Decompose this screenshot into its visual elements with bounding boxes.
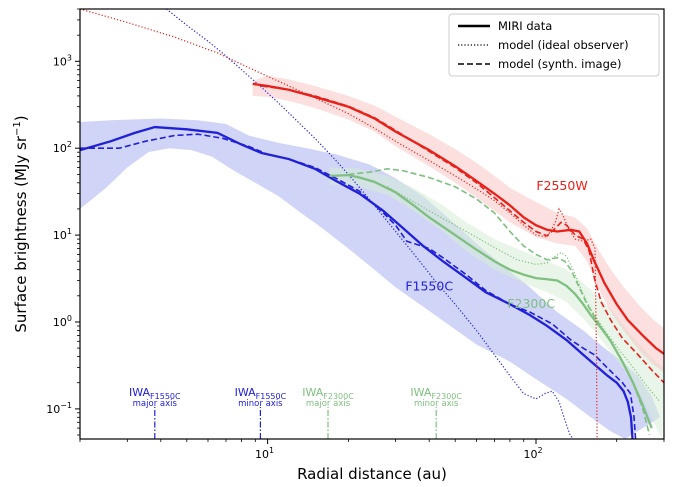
iwa-marker-label-0: IWAF1550C — [129, 386, 181, 401]
series-label-f2300c: F2300C — [507, 296, 555, 311]
y-axis-ticks: 10−1 100 101 102 103 — [46, 8, 80, 436]
series-labels: F1550C F2300C F2550W — [405, 178, 587, 311]
series-label-f2550w: F2550W — [536, 178, 587, 193]
y-tick-label: 101 — [53, 227, 72, 242]
y-tick-label: 100 — [53, 314, 72, 329]
f2300c-model-ideal-line — [387, 186, 661, 403]
x-tick-label: 101 — [255, 446, 274, 461]
legend: MIRI data model (ideal observer) model (… — [448, 13, 660, 77]
series-lines — [80, 9, 664, 439]
uncertainty-bands — [80, 75, 664, 439]
legend-label-ideal: model (ideal observer) — [498, 38, 629, 52]
series-label-f1550c: F1550C — [405, 279, 453, 294]
legend-label-data: MIRI data — [498, 19, 552, 33]
iwa-marker-note-3: minor axis — [414, 399, 459, 409]
iwa-marker-note-0: major axis — [133, 399, 178, 409]
f1550c-data-line — [80, 125, 634, 439]
f2550w-model-synth-line — [261, 85, 664, 384]
plot-frame — [79, 8, 665, 440]
legend-box — [448, 13, 660, 77]
f2550w-uncertainty-band — [252, 75, 664, 373]
y-axis-title-main: Surface brightness (MJy sr — [12, 135, 30, 332]
f2300c-uncertainty-band — [329, 167, 664, 439]
iwa-marker-label-1: IWAF1550C — [235, 386, 287, 401]
y-tick-label: 10−1 — [46, 401, 72, 416]
x-tick-label: 102 — [523, 446, 542, 461]
iwa-marker-note-2: major axis — [306, 399, 351, 409]
iwa-marker-label-2: IWAF2300C — [302, 386, 354, 401]
f1550c-uncertainty-band — [80, 118, 661, 439]
iwa-marker-label-3: IWAF2300C — [410, 386, 462, 401]
y-axis-title-sup: −1 — [12, 121, 23, 136]
y-tick-label: 103 — [53, 53, 72, 68]
iwa-marker-note-1: minor axis — [238, 399, 283, 409]
f2550w-model-ideal-line — [80, 9, 598, 439]
y-tick-label: 102 — [53, 140, 72, 155]
f2550w-data-line — [252, 82, 664, 355]
x-axis-title: Radial distance (au) — [297, 465, 447, 483]
x-axis-ticks: 101 102 — [79, 439, 665, 461]
legend-label-synth: model (synth. image) — [498, 57, 621, 71]
y-axis-title: Surface brightness (MJy sr−1) — [12, 115, 30, 332]
y-axis-title-close: ) — [12, 115, 30, 121]
f2300c-data-line — [329, 173, 653, 429]
